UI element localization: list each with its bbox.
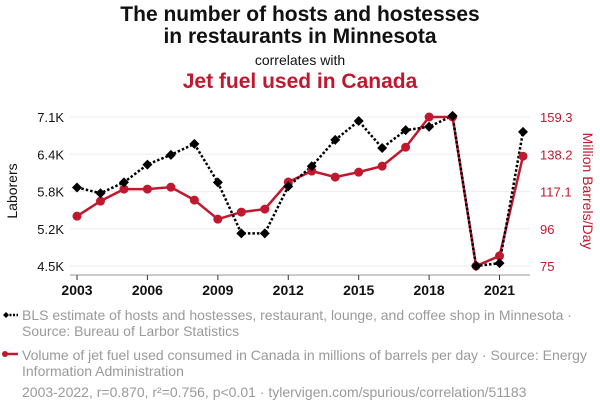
footer-stats: 2003-2022, r=0.870, r²=0.756, p<0.01 · t… [22, 384, 527, 400]
series1-point [447, 110, 458, 121]
series1-point [518, 126, 528, 137]
series2-point [142, 184, 152, 194]
series1-point [283, 181, 294, 192]
series2-point [377, 161, 387, 171]
series2-point [166, 182, 176, 192]
series2-point [213, 214, 223, 224]
x-tick-label: 2003 [61, 282, 92, 298]
series1-point [330, 134, 341, 145]
series2-point [72, 211, 82, 221]
series1-point [471, 261, 482, 271]
legend-item-series2: Volume of jet fuel used consumed in Cana… [22, 347, 587, 379]
series2-point [424, 112, 434, 122]
series2-point [189, 195, 199, 205]
x-tick-label: 2012 [273, 282, 304, 298]
chart-title-secondary: Jet fuel used in Canada [182, 70, 418, 93]
series1-point [118, 177, 129, 188]
y-tick-label-right: 75 [540, 259, 554, 274]
series2-point [518, 151, 528, 161]
chart-subtitle: correlates with [254, 52, 346, 68]
y-tick-label-left: 5.2K [37, 222, 64, 237]
series1-point [189, 138, 200, 149]
series1-point [494, 258, 505, 269]
y-tick-label-left: 7.1K [37, 110, 64, 125]
series2-point [260, 204, 270, 214]
chart-title-line2: in restaurants in Minnesota [163, 25, 437, 48]
series1-point [353, 116, 364, 127]
series1-point [165, 149, 176, 160]
series1-point [95, 188, 106, 199]
x-tick-label: 2006 [132, 282, 163, 298]
series1-point [72, 182, 82, 193]
y-tick-label-left: 4.5K [37, 259, 64, 274]
y-tick-label-right: 96 [540, 222, 554, 237]
series2-point [401, 142, 411, 152]
series2-point [495, 251, 505, 261]
series1-point [306, 161, 317, 172]
x-tick-label: 2018 [414, 282, 445, 298]
x-tick-label: 2015 [343, 282, 374, 298]
series1-point [142, 159, 153, 170]
y-tick-label-right: 138.2 [540, 147, 573, 162]
series1-point [377, 142, 388, 153]
series2-point [119, 184, 129, 194]
series1-point [236, 228, 247, 239]
series2-point [354, 167, 364, 177]
y-tick-label-right: 159.3 [540, 110, 573, 125]
y-axis-label-left: Laborers [4, 163, 20, 218]
legend-item-series1: BLS estimate of hosts and hostesses, res… [22, 307, 572, 339]
y-tick-label-left: 6.4K [37, 147, 64, 162]
x-tick-label: 2021 [484, 282, 515, 298]
legend-marker-series2 [2, 351, 18, 357]
series1-point [259, 228, 270, 239]
series1-point [424, 121, 435, 132]
series2-point [95, 196, 105, 206]
series2-point [330, 172, 340, 182]
y-tick-label-right: 117.1 [540, 185, 572, 200]
series1-point [400, 125, 411, 136]
y-tick-label-left: 5.8K [37, 185, 64, 200]
chart-title-line1: The number of hosts and hostesses [120, 3, 480, 26]
series2-point [236, 207, 246, 217]
legend-marker-series1 [3, 312, 18, 318]
series1-point [212, 177, 223, 188]
x-tick-label: 2009 [202, 282, 233, 298]
y-axis-label-right: Million Barrels/Day [580, 133, 596, 250]
